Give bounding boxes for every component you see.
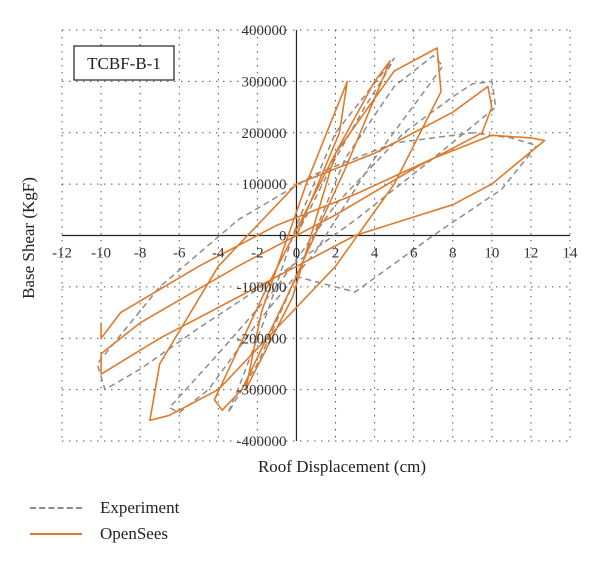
y-tick-label: 400000 <box>241 23 286 39</box>
y-tick-label: 100000 <box>241 177 286 193</box>
y-tick-label: -300000 <box>236 383 286 399</box>
y-tick-label: -400000 <box>236 434 286 450</box>
x-tick-label: -8 <box>134 246 147 262</box>
specimen-label-box: TCBF-B-1 <box>73 45 175 81</box>
y-tick-label: 0 <box>279 229 287 245</box>
series-layer <box>96 47 546 422</box>
x-tick-label: 0 <box>293 246 301 262</box>
specimen-label: TCBF-B-1 <box>87 54 161 73</box>
x-tick-label: 4 <box>371 246 379 262</box>
x-tick-label: 12 <box>523 246 538 262</box>
x-tick-label: -2 <box>251 246 264 262</box>
x-tick-label: 10 <box>484 246 499 262</box>
x-tick-label: 6 <box>410 246 418 262</box>
x-tick-labels: -12 -10 -8 -6 -4 -2 0 2 4 6 8 10 12 14 <box>52 246 578 262</box>
series-line-opensees <box>100 47 546 422</box>
x-tick-label: -6 <box>173 246 186 262</box>
legend-label-experiment: Experiment <box>100 498 180 517</box>
y-axis-title: Base Shear (KgF) <box>19 177 38 299</box>
legend-label-opensees: OpenSees <box>100 524 168 543</box>
x-tick-label: -12 <box>52 246 72 262</box>
x-tick-label: 8 <box>449 246 457 262</box>
y-tick-label: -100000 <box>236 280 286 296</box>
y-tick-label: -200000 <box>236 331 286 347</box>
y-tick-label: 200000 <box>241 126 286 142</box>
x-axis-title: Roof Displacement (cm) <box>258 457 426 476</box>
series-line-experiment <box>96 54 538 414</box>
legend-item-opensees: OpenSees <box>30 521 179 547</box>
x-tick-label: 2 <box>332 246 340 262</box>
dashed-line-swatch <box>30 507 82 509</box>
legend-item-experiment: Experiment <box>30 495 179 521</box>
y-tick-labels: 400000 300000 200000 100000 0 -100000 -200000 -… <box>236 23 286 450</box>
x-tick-label: -4 <box>212 246 225 262</box>
legend: Experiment OpenSees <box>30 495 179 547</box>
y-tick-label: 300000 <box>241 74 286 90</box>
x-tick-label: 14 <box>563 246 579 262</box>
x-tick-label: -10 <box>91 246 111 262</box>
solid-line-swatch <box>30 533 82 535</box>
